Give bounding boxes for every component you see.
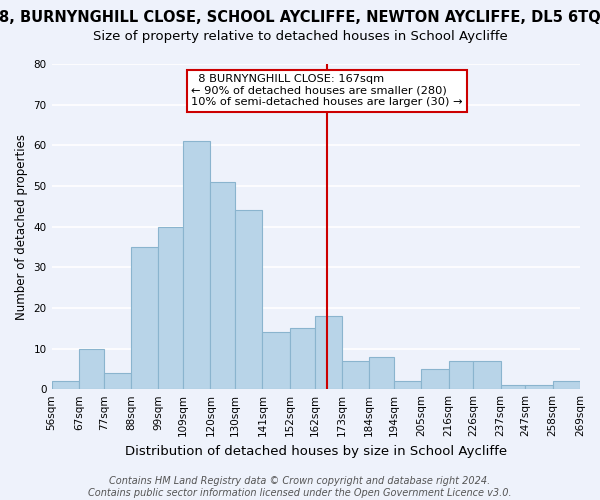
Bar (52, 381, 79, 389)
Bar (104, 373, 131, 389)
Bar (131, 247, 158, 389)
Text: 8 BURNYNGHILL CLOSE: 167sqm  
← 90% of detached houses are smaller (280)
10% of : 8 BURNYNGHILL CLOSE: 167sqm ← 90% of det… (191, 74, 463, 108)
Bar (421, 369, 449, 389)
Y-axis label: Number of detached properties: Number of detached properties (15, 134, 28, 320)
Bar (158, 226, 183, 389)
Text: Contains HM Land Registry data © Crown copyright and database right 2024.
Contai: Contains HM Land Registry data © Crown c… (88, 476, 512, 498)
Bar (290, 328, 314, 389)
Bar (369, 356, 394, 389)
Bar (314, 316, 342, 389)
Text: Size of property relative to detached houses in School Aycliffe: Size of property relative to detached ho… (92, 30, 508, 43)
Bar (211, 182, 235, 389)
Text: 8, BURNYNGHILL CLOSE, SCHOOL AYCLIFFE, NEWTON AYCLIFFE, DL5 6TQ: 8, BURNYNGHILL CLOSE, SCHOOL AYCLIFFE, N… (0, 10, 600, 25)
X-axis label: Distribution of detached houses by size in School Aycliffe: Distribution of detached houses by size … (125, 444, 507, 458)
Bar (183, 141, 211, 389)
Bar (79, 348, 104, 389)
Bar (262, 332, 290, 389)
Bar (473, 360, 500, 389)
Bar (449, 360, 473, 389)
Bar (526, 385, 553, 389)
Bar (235, 210, 262, 389)
Bar (342, 360, 369, 389)
Bar (553, 381, 580, 389)
Bar (500, 385, 526, 389)
Bar (394, 381, 421, 389)
